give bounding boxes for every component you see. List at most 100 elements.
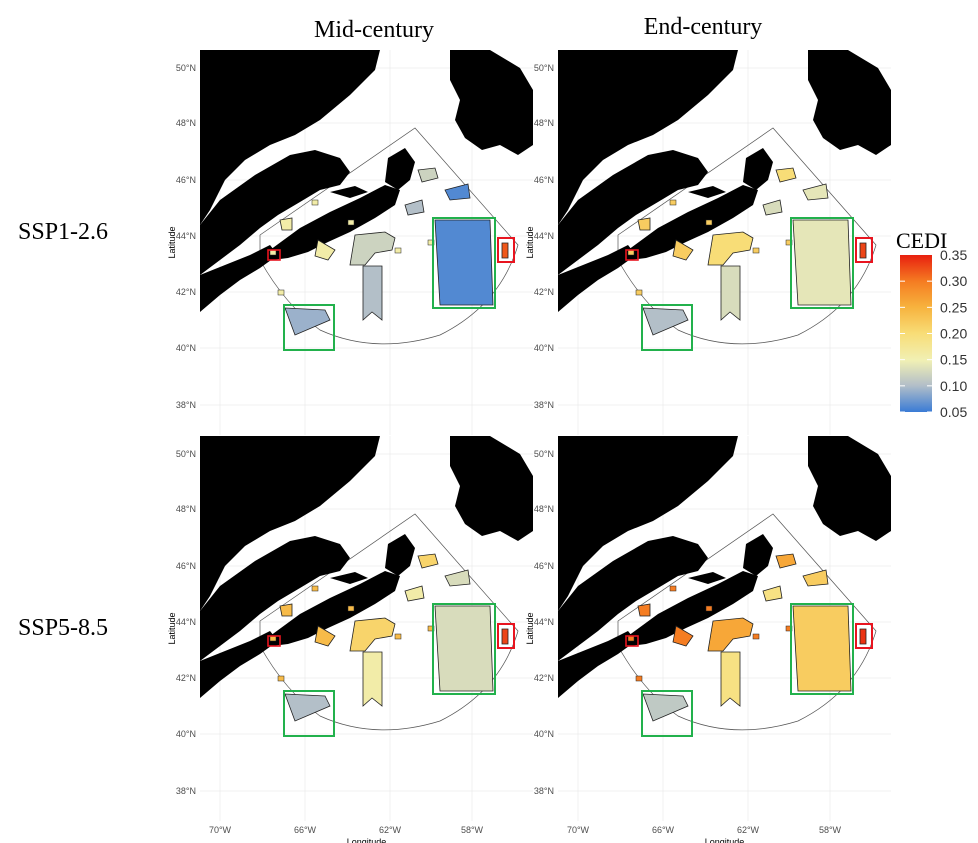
x-axis-title: Longitude bbox=[347, 837, 387, 843]
patch-red-east bbox=[859, 242, 867, 259]
patch-central-tall bbox=[720, 265, 741, 321]
land bbox=[558, 436, 738, 611]
highlight-box-green-east bbox=[790, 217, 854, 309]
lat-tick-label: 42°N bbox=[534, 673, 554, 683]
land bbox=[200, 631, 278, 698]
patch-northeast bbox=[775, 553, 797, 569]
patch-green-west bbox=[642, 307, 689, 336]
map-panel: 50°N 48°N 46°N 44°N 42°N 40°N 38°N Latitude bbox=[167, 50, 533, 435]
patch-green-west bbox=[284, 307, 331, 336]
patch-west-small bbox=[672, 239, 694, 261]
y-axis-title: Latitude bbox=[167, 226, 177, 258]
land bbox=[558, 285, 566, 302]
land bbox=[688, 186, 726, 198]
legend-tick-label: 0.30 bbox=[940, 273, 967, 289]
land bbox=[450, 436, 533, 541]
patch-small bbox=[752, 633, 760, 640]
patch-green-west bbox=[642, 693, 689, 722]
patch-red-east bbox=[501, 242, 509, 259]
highlight-box-red-east bbox=[497, 237, 515, 263]
patch-northeast bbox=[775, 167, 797, 183]
lon-tick-label: 58°W bbox=[461, 825, 484, 835]
lat-tick-label: 48°N bbox=[534, 504, 554, 514]
land bbox=[200, 436, 380, 611]
patch-small bbox=[394, 633, 402, 640]
legend-tick-label: 0.25 bbox=[940, 299, 967, 315]
patch-red-east bbox=[859, 628, 867, 645]
patch-east-upper bbox=[444, 183, 471, 201]
legend-tick-label: 0.15 bbox=[940, 352, 967, 368]
land bbox=[270, 185, 400, 260]
lat-tick-label: 48°N bbox=[534, 118, 554, 128]
map-panel: 50°N 48°N 46°N 44°N 42°N 40°N 38°N Latitude bbox=[525, 50, 891, 435]
highlight-box-green-west bbox=[641, 690, 693, 737]
lat-tick-label: 44°N bbox=[176, 231, 196, 241]
highlight-box-red-west bbox=[267, 635, 281, 647]
land bbox=[558, 150, 708, 275]
land bbox=[743, 534, 773, 576]
lon-tick-label: 66°W bbox=[652, 825, 675, 835]
patch-east-upper bbox=[802, 569, 829, 587]
patch-small bbox=[277, 289, 285, 296]
highlight-box-red-west bbox=[625, 635, 639, 647]
land bbox=[628, 185, 758, 260]
patch-central-large bbox=[707, 231, 754, 266]
highlight-box-green-east bbox=[432, 217, 496, 309]
patch-central-tall bbox=[362, 265, 383, 321]
patch-small bbox=[347, 605, 355, 612]
patch-central-large bbox=[707, 617, 754, 652]
highlight-box-red-east bbox=[855, 623, 873, 649]
patch-northeast bbox=[417, 167, 439, 183]
lat-tick-label: 42°N bbox=[176, 673, 196, 683]
land bbox=[385, 148, 415, 190]
land bbox=[808, 436, 891, 541]
lat-tick-label: 46°N bbox=[176, 175, 196, 185]
lat-tick-label: 42°N bbox=[534, 287, 554, 297]
highlight-box-red-east bbox=[855, 237, 873, 263]
patch-green-east bbox=[434, 605, 494, 692]
land bbox=[808, 50, 891, 155]
lat-tick-label: 38°N bbox=[534, 786, 554, 796]
land bbox=[200, 245, 278, 312]
legend-tick-label: 0.20 bbox=[940, 326, 967, 342]
legend-tick-label: 0.10 bbox=[940, 378, 967, 394]
lat-tick-label: 50°N bbox=[534, 449, 554, 459]
patch-small bbox=[752, 247, 760, 254]
patch-small bbox=[669, 585, 677, 592]
patch-small bbox=[705, 219, 713, 226]
land bbox=[688, 572, 726, 584]
patch-west-small bbox=[314, 239, 336, 261]
patch-small bbox=[311, 585, 319, 592]
patch-central-tall bbox=[720, 651, 741, 707]
patch-small bbox=[277, 675, 285, 682]
land bbox=[330, 186, 368, 198]
patch-north bbox=[404, 199, 425, 216]
patch-west-small bbox=[672, 625, 694, 647]
land bbox=[385, 534, 415, 576]
lat-tick-label: 46°N bbox=[176, 561, 196, 571]
land bbox=[558, 245, 636, 312]
patch-small bbox=[394, 247, 402, 254]
highlight-box-green-east bbox=[790, 603, 854, 695]
patch-central-large bbox=[349, 617, 396, 652]
patch-north bbox=[404, 585, 425, 602]
highlight-box-green-east bbox=[432, 603, 496, 695]
patch-central-tall bbox=[362, 651, 383, 707]
patch-north bbox=[762, 585, 783, 602]
column-title-end-century: End-century bbox=[644, 14, 763, 40]
land bbox=[200, 150, 350, 275]
lat-tick-label: 40°N bbox=[176, 729, 196, 739]
lon-tick-label: 70°W bbox=[567, 825, 590, 835]
column-title-mid-century: Mid-century bbox=[314, 17, 434, 43]
lon-tick-label: 70°W bbox=[209, 825, 232, 835]
land bbox=[270, 571, 400, 646]
patch-east-upper bbox=[802, 183, 829, 201]
patch-fundy bbox=[637, 603, 651, 617]
land bbox=[558, 50, 738, 225]
lat-tick-label: 46°N bbox=[534, 561, 554, 571]
land bbox=[558, 631, 636, 698]
legend-tick-label: 0.05 bbox=[940, 404, 967, 420]
patch-small bbox=[635, 289, 643, 296]
patch-central-large bbox=[349, 231, 396, 266]
patch-small bbox=[311, 199, 319, 206]
